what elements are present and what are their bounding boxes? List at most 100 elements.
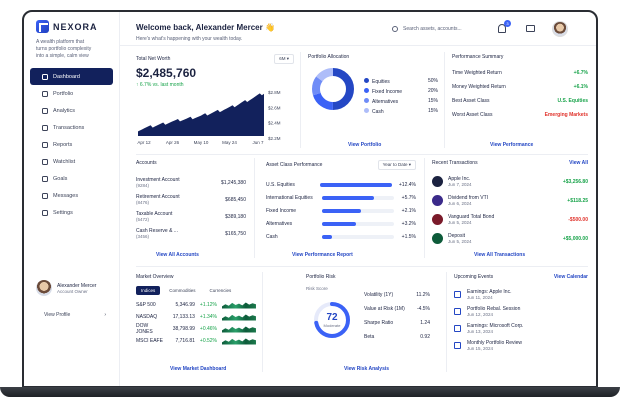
account-value: $165,750 [225, 230, 246, 237]
performance-row: Time Weighted Return +6.7% [452, 66, 588, 80]
user-box[interactable]: Alexander Mercer Account Owner [36, 280, 96, 296]
market-row: DOW JONES 38,798.99 +0.46% [136, 323, 256, 335]
asset-perf-title: Asset Class Performance [266, 162, 323, 168]
view-profile-link[interactable]: View Profile › [44, 312, 106, 318]
nav-item-analytics[interactable]: Analytics [24, 102, 119, 119]
event-row[interactable]: Earnings: Microsoft Corp. Jun 13, 2024 [454, 320, 588, 337]
event-name: Earnings: Apple Inc. [467, 289, 512, 295]
legend-dot [364, 107, 369, 113]
account-row[interactable]: Retirement Account (8476) $685,450 [136, 191, 246, 208]
risk-row: Value at Risk (1M) -4.5% [364, 302, 430, 316]
transaction-amount: +$5,000.00 [562, 235, 588, 242]
brand-tagline: A wealth platform that turns portfolio c… [36, 39, 92, 59]
account-value: $389,180 [225, 213, 246, 220]
market-tab-currencies[interactable]: Currencies [209, 288, 232, 293]
y-tick-label: $2.4M [268, 121, 281, 126]
nav-item-messages[interactable]: Messages [24, 187, 119, 204]
page-subtitle: Here's what's happening with your wealth… [136, 36, 243, 42]
view-transactions-link[interactable]: View All Transactions [474, 252, 526, 258]
donut-slice-cash[interactable] [312, 68, 354, 110]
account-value: $1,245,380 [220, 179, 246, 186]
asset-class-label: Alternatives [266, 220, 293, 227]
risk-metric-value: 1.24 [420, 320, 430, 326]
view-performance-link[interactable]: View Performance [490, 142, 534, 148]
view-market-link[interactable]: View Market Dashboard [170, 366, 227, 372]
view-portfolio-link[interactable]: View Portfolio [348, 142, 382, 148]
accounts-title: Accounts [136, 160, 157, 166]
page-title: Welcome back, Alexander Mercer 👋 [136, 23, 275, 32]
asset-class-value: +2.1% [401, 207, 416, 214]
calendar-icon [454, 291, 461, 298]
ytd-select[interactable]: Year to Date ▾ [377, 160, 416, 170]
x-tick-label: May 10 [194, 140, 209, 145]
view-calendar-link[interactable]: View Calendar [553, 274, 588, 280]
bell-icon[interactable] [498, 24, 506, 33]
legend-pct: 20% [427, 88, 438, 94]
view-all-link[interactable]: View All [569, 160, 588, 166]
view-accounts-link[interactable]: View All Accounts [156, 252, 199, 258]
transaction-row[interactable]: Deposit Jun 5, 2024 +$5,000.00 [432, 229, 588, 248]
view-report-link[interactable]: View Performance Report [292, 252, 353, 258]
nav-item-dashboard[interactable]: Dashboard [30, 68, 113, 85]
market-tab-indices[interactable]: Indices [136, 286, 161, 295]
transactions-title: Recent Transactions [432, 160, 478, 166]
gauge-fill [314, 302, 350, 338]
transaction-date: Jun 5, 2024 [448, 239, 472, 244]
account-row[interactable]: Investment Account (9284) $1,245,380 [136, 174, 246, 191]
risk-metric-value: 0.92 [420, 334, 430, 340]
transaction-name: Dividend from VTI [448, 195, 489, 201]
header: Welcome back, Alexander Mercer 👋 Here's … [120, 12, 596, 46]
donut-slice-alternatives[interactable] [312, 68, 354, 110]
event-row[interactable]: Monthly Portfolio Review Jun 15, 2024 [454, 337, 588, 354]
risk-metric-value: 11.2% [416, 292, 430, 298]
account-name: Taxable Account [136, 211, 173, 217]
logo-icon [36, 20, 49, 33]
transaction-row[interactable]: Dividend from VTI Jun 6, 2024 +$118.25 [432, 191, 588, 210]
asset-class-row: International Equities +5.7% [266, 191, 416, 204]
index-change: +0.46% [199, 326, 218, 332]
event-name: Monthly Portfolio Review [467, 340, 523, 346]
index-value: 38,798.99 [172, 326, 195, 332]
nav-item-label: Settings [53, 209, 73, 216]
performance-card: Performance Summary Time Weighted Return… [452, 54, 588, 150]
search-input[interactable]: Search assets, accounts... [403, 26, 462, 32]
performance-row: Worst Asset Class Emerging Markets [452, 108, 588, 122]
nav-item-reports[interactable]: Reports [24, 136, 119, 153]
view-risk-link[interactable]: View Risk Analysis [344, 366, 390, 372]
nav-item-settings[interactable]: Settings [24, 204, 119, 221]
swap-icon [42, 124, 48, 131]
event-row[interactable]: Earnings: Apple Inc. Jun 11, 2024 [454, 286, 588, 303]
asset-class-value: +1.5% [401, 233, 416, 240]
legend-pct: 50% [427, 78, 438, 84]
transaction-row[interactable]: Apple Inc. Jun 7, 2024 +$3,256.80 [432, 172, 588, 191]
event-date: Jun 11, 2024 [467, 295, 493, 300]
event-date: Jun 13, 2024 [467, 329, 494, 334]
search-box[interactable]: Search assets, accounts... [392, 26, 462, 32]
transaction-amount: +$3,256.80 [562, 178, 588, 185]
market-tab-commodities[interactable]: Commodities [169, 288, 196, 293]
event-row[interactable]: Portfolio Rebal. Session Jun 12, 2024 [454, 303, 588, 320]
account-row[interactable]: Taxable Account (5472) $389,180 [136, 208, 246, 225]
risk-score-label: Risk Score [306, 286, 328, 291]
risk-metric-label: Volatility (1Y) [364, 292, 394, 298]
nav-item-transactions[interactable]: Transactions [24, 119, 119, 136]
brand-name: NEXORA [53, 21, 98, 32]
mail-icon[interactable] [526, 25, 535, 32]
allocation-card: Portfolio Allocation Equities 50% Fixed In… [308, 54, 438, 150]
transaction-row[interactable]: Vanguard Total Bond Jun 5, 2024 -$500.00 [432, 210, 588, 229]
risk-row: Volatility (1Y) 11.2% [364, 288, 430, 302]
account-row[interactable]: Cash Reserve & ... (3456) $165,750 [136, 225, 246, 242]
performance-label: Time Weighted Return [452, 70, 502, 76]
nav-item-watchlist[interactable]: Watchlist [24, 153, 119, 170]
allocation-title: Portfolio Allocation [308, 54, 350, 60]
legend-pct: 15% [427, 108, 438, 114]
logo[interactable]: NEXORA [24, 20, 119, 33]
transaction-date: Jun 6, 2024 [448, 201, 472, 206]
range-select[interactable]: 6M ▾ [274, 54, 294, 64]
nav-item-goals[interactable]: Goals [24, 170, 119, 187]
nav-item-portfolio[interactable]: Portfolio [24, 85, 119, 102]
risk-title: Portfolio Risk [306, 274, 336, 280]
index-change: +0.52% [199, 338, 218, 344]
header-avatar[interactable] [552, 21, 568, 37]
performance-row: Best Asset Class U.S. Equities [452, 94, 588, 108]
